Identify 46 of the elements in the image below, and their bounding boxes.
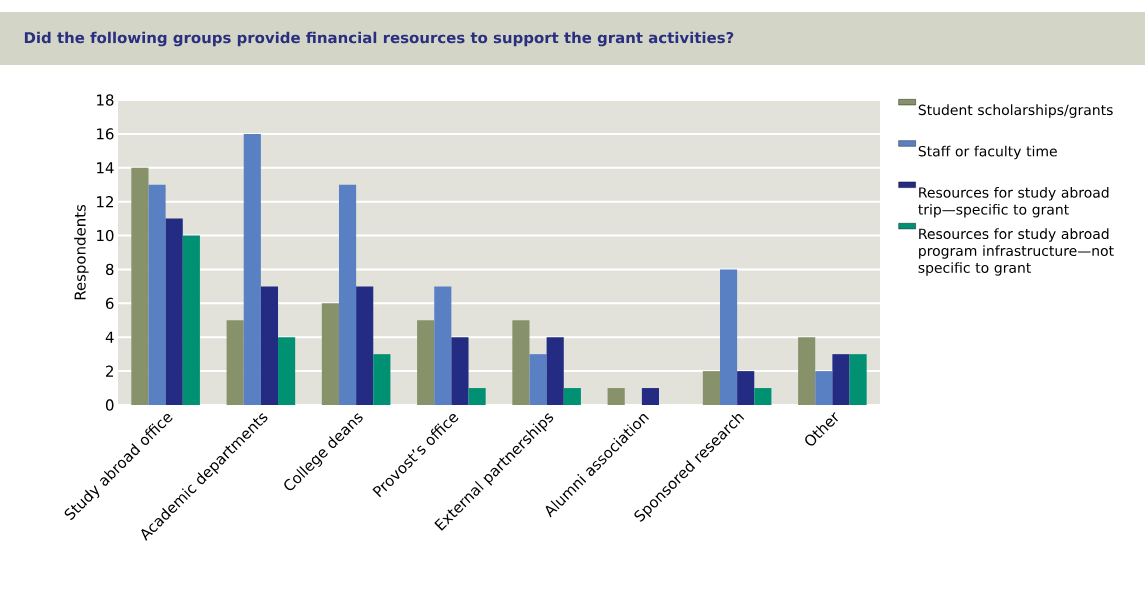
y-tick-label: 18 [97,94,114,106]
bar [226,320,244,405]
y-tick-label: 14 [97,162,114,174]
bar [451,337,469,405]
bar [338,184,357,405]
y-tick-label: 12 [97,196,113,208]
chart-title: Did the following groups provide financial resources to support the grant activities? [24,31,734,47]
bar [832,354,850,405]
bar [165,218,183,405]
bar [754,388,772,405]
bar [243,133,261,405]
bar [417,320,435,405]
bar [798,337,816,405]
bar [278,337,296,405]
bar [468,388,486,405]
y-tick-label: 16 [97,128,114,140]
bar [849,354,867,405]
bar [719,269,738,405]
bar [148,184,166,405]
y-tick-label: 0 [105,399,114,411]
y-tick-label: 8 [105,263,114,276]
legend-label: Staff or faculty time [918,145,1057,160]
bar [815,371,833,405]
bar [529,354,547,405]
bar [356,286,374,405]
y-tick-label: 2 [106,365,113,377]
bar [563,388,581,405]
y-tick-label: 10 [97,229,114,242]
y-axis-title: Respondents [74,204,89,300]
bar [434,286,452,405]
bar [702,371,720,405]
bar [546,337,564,405]
y-tick-label: 4 [105,331,114,343]
bar [321,303,339,405]
bar [182,235,200,405]
y-tick-label: 6 [106,297,114,309]
bar [512,320,530,405]
bar [641,388,660,405]
legend-label: Resources for study abroad program infrastructure—not specific to grant [918,228,1114,276]
legend-label: Student scholarships/grants [918,104,1113,118]
bar [737,371,755,405]
legend-label: Resources for study abroad trip—specific to grant [918,186,1109,218]
bar [373,354,391,405]
bar [260,286,279,405]
bar [607,388,625,405]
bar [131,167,149,405]
